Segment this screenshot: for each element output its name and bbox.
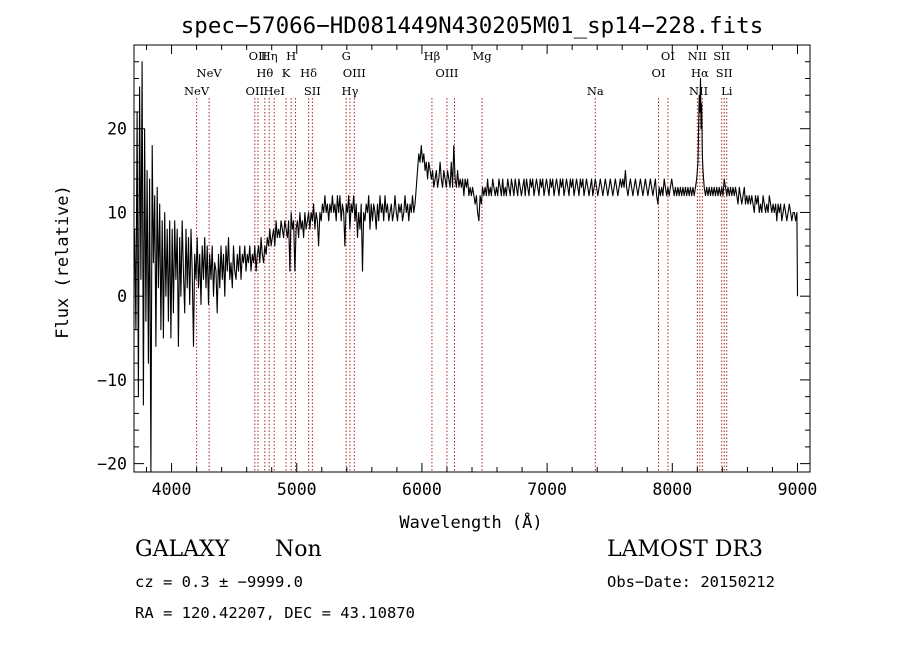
line-marker-label: G — [342, 49, 351, 63]
line-marker-label: Hβ — [424, 49, 441, 63]
redshift-line: cz = 0.3 ± −9999.0 — [135, 573, 303, 591]
plot-frame — [133, 44, 811, 473]
line-marker-label: NII — [688, 49, 707, 63]
coordinates-line: RA = 120.42207, DEC = 43.10870 — [135, 604, 415, 622]
line-marker-label: NII — [689, 84, 708, 98]
spectrum-line — [134, 61, 799, 473]
line-marker-label: OIII — [435, 66, 458, 80]
observation-date: Obs−Date: 20150212 — [607, 573, 775, 591]
line-marker-label: Hη — [261, 49, 278, 63]
x-tick-label: 8000 — [652, 480, 692, 499]
x-tick-label: 6000 — [402, 480, 442, 499]
line-marker-label: K — [282, 66, 291, 80]
emission-line-labels: NeV NeV OII OII Hθ Hη HeI KH Hδ SII G Hγ OIII Hβ OIII M… — [184, 49, 733, 98]
chart-title: spec−57066−HD081449N430205M01_sp14−228.f… — [181, 13, 763, 39]
line-marker-label: Hα — [691, 66, 709, 80]
line-marker-label: HeI — [264, 84, 285, 98]
line-marker-label: SII — [716, 66, 733, 80]
line-marker-label: Hθ — [256, 66, 273, 80]
x-tick-label: 7000 — [527, 480, 567, 499]
line-marker-label: Mg — [472, 49, 492, 63]
line-marker-label: OI — [661, 49, 675, 63]
x-axis-label: Wavelength (Å) — [399, 511, 542, 533]
line-marker-label: Li — [721, 84, 733, 98]
line-marker-label: SII — [713, 49, 730, 63]
survey-label: LAMOST DR3 — [607, 537, 763, 562]
x-tick-label: 5000 — [277, 480, 317, 499]
line-marker-label: OI — [652, 66, 666, 80]
emission-line-markers — [196, 98, 728, 472]
line-marker-label: OII — [246, 84, 265, 98]
x-tick-label: 4000 — [152, 480, 192, 499]
y-tick-label: 10 — [107, 203, 127, 222]
y-tick-label: 20 — [107, 120, 127, 139]
object-subclass: Non — [275, 537, 322, 562]
line-marker-label: Na — [587, 84, 604, 98]
line-marker-label: Hδ — [300, 66, 317, 80]
line-marker-label: NeV — [197, 66, 223, 80]
x-tick-label: 9000 — [778, 480, 818, 499]
y-tick-label: 0 — [117, 287, 127, 306]
line-marker-label: H — [286, 49, 296, 63]
x-axis: 4000 5000 6000 7000 8000 9000 — [146, 45, 818, 499]
object-class: GALAXY — [135, 537, 230, 562]
line-marker-label: OIII — [343, 66, 366, 80]
series-layer — [134, 61, 799, 473]
line-marker-label: OII — [249, 49, 268, 63]
y-tick-label: −20 — [97, 455, 127, 474]
y-tick-label: −10 — [97, 371, 127, 390]
y-axis: −20 −10 0 10 20 — [97, 61, 810, 474]
y-axis-label: Flux (relative) — [53, 185, 73, 339]
line-marker-label: Hγ — [341, 84, 358, 98]
line-marker-label: NeV — [184, 84, 210, 98]
line-marker-label: SII — [304, 84, 321, 98]
